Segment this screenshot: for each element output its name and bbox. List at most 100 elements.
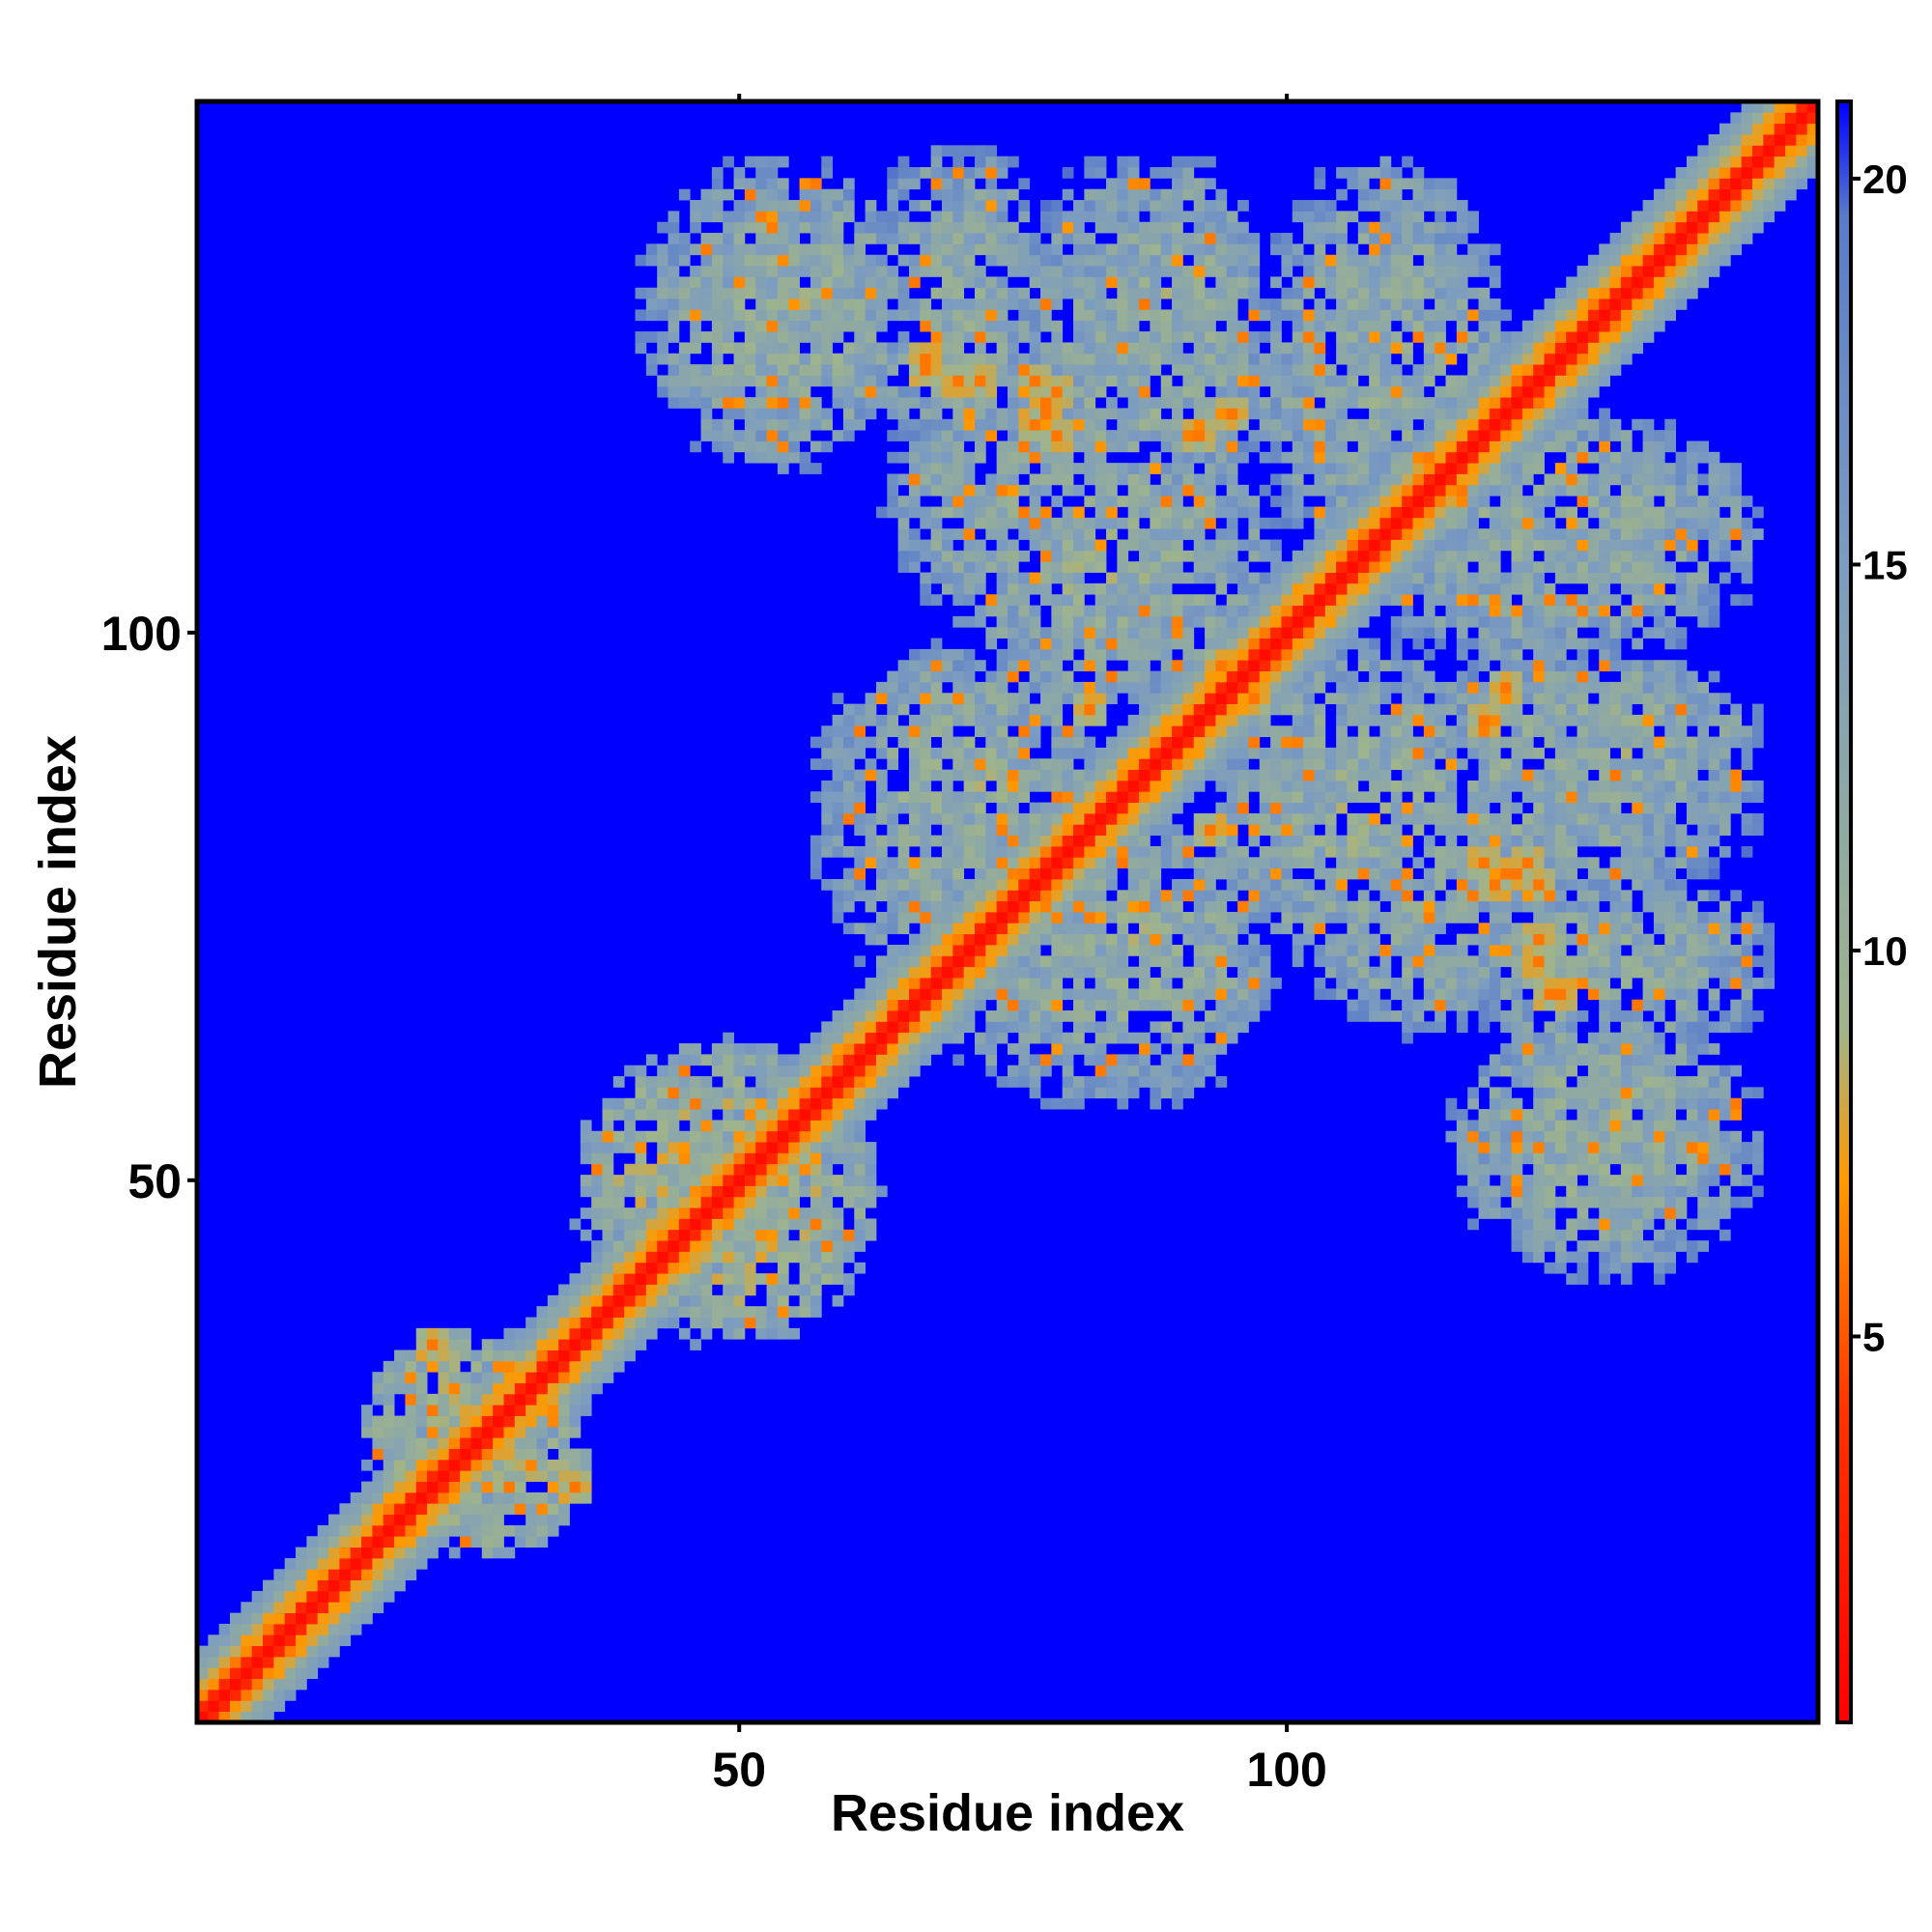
heatmap-cell xyxy=(635,1076,647,1088)
heatmap-cell xyxy=(1544,857,1556,869)
heatmap-cell xyxy=(1489,1097,1501,1110)
heatmap-cell xyxy=(1281,681,1293,694)
heatmap-cell xyxy=(1599,550,1610,562)
heatmap-cell xyxy=(1402,693,1413,704)
heatmap-cell xyxy=(1062,857,1074,869)
heatmap-cell xyxy=(941,845,953,858)
heatmap-cell xyxy=(908,835,921,847)
heatmap-cell xyxy=(460,1437,471,1449)
heatmap-cell xyxy=(1094,627,1107,639)
heatmap-cell xyxy=(1018,693,1031,704)
heatmap-cell xyxy=(733,1142,746,1153)
heatmap-cell xyxy=(1172,594,1183,606)
heatmap-cell xyxy=(723,1142,734,1153)
heatmap-cell xyxy=(1741,736,1753,749)
heatmap-cell xyxy=(996,714,1009,726)
heatmap-cell xyxy=(1686,923,1698,935)
heatmap-cell xyxy=(854,845,867,858)
heatmap-cell xyxy=(1620,550,1633,562)
heatmap-cell xyxy=(1632,1185,1643,1198)
heatmap-cell xyxy=(1172,890,1183,902)
heatmap-cell xyxy=(1697,1032,1710,1044)
heatmap-cell xyxy=(361,1547,373,1559)
heatmap-cell xyxy=(1642,824,1655,837)
heatmap-cell xyxy=(854,1109,867,1121)
heatmap-cell xyxy=(1632,780,1643,792)
heatmap-cell xyxy=(1390,890,1403,902)
heatmap-cell xyxy=(1554,736,1567,749)
heatmap-cell xyxy=(974,615,986,628)
heatmap-cell xyxy=(1150,1097,1162,1110)
heatmap-cell xyxy=(493,1481,504,1493)
heatmap-cell xyxy=(810,1032,822,1044)
heatmap-cell xyxy=(1489,1054,1501,1066)
heatmap-cell xyxy=(854,1076,867,1088)
heatmap-cell xyxy=(372,1437,384,1449)
heatmap-cell xyxy=(1215,582,1228,595)
heatmap-cell xyxy=(493,1514,504,1526)
heatmap-cell xyxy=(1708,1152,1720,1165)
heatmap-cell xyxy=(1577,1130,1589,1143)
heatmap-cell xyxy=(930,561,943,573)
heatmap-cell xyxy=(1554,966,1567,979)
heatmap-cell xyxy=(854,867,867,880)
heatmap-cell xyxy=(1347,693,1359,704)
heatmap-cell xyxy=(810,1175,822,1186)
heatmap-cell xyxy=(1587,758,1600,771)
heatmap-cell xyxy=(908,681,921,694)
heatmap-cell xyxy=(668,1142,680,1153)
heatmap-cell xyxy=(1281,857,1293,869)
heatmap-cell xyxy=(897,978,910,989)
heatmap-cell xyxy=(427,1405,439,1416)
heatmap-cell xyxy=(481,1382,494,1395)
heatmap-cell xyxy=(1642,1175,1655,1186)
heatmap-cell xyxy=(1226,923,1238,935)
heatmap-cell xyxy=(1599,824,1610,837)
heatmap-cell xyxy=(1741,923,1753,935)
heatmap-cell xyxy=(952,878,965,891)
heatmap-cell xyxy=(755,1229,767,1241)
heatmap-cell xyxy=(1456,561,1468,573)
heatmap-cell xyxy=(897,890,910,902)
heatmap-cell xyxy=(1314,660,1326,671)
heatmap-cell xyxy=(1303,561,1315,573)
heatmap-cell xyxy=(821,1218,833,1231)
heatmap-cell xyxy=(821,791,833,804)
heatmap-cell xyxy=(1160,736,1173,749)
heatmap-cell xyxy=(1577,900,1589,913)
heatmap-cell xyxy=(920,670,932,683)
heatmap-cell xyxy=(1073,857,1085,869)
heatmap-cell xyxy=(920,900,932,913)
heatmap-cell xyxy=(1281,638,1293,650)
heatmap-cell xyxy=(985,747,998,759)
heatmap-cell xyxy=(1073,923,1085,935)
heatmap-cell xyxy=(930,802,943,814)
heatmap-cell xyxy=(1609,912,1622,923)
heatmap-cell xyxy=(920,824,932,837)
heatmap-cell xyxy=(1292,550,1304,562)
heatmap-cell xyxy=(1139,1065,1151,1077)
heatmap-cell xyxy=(612,1097,625,1110)
heatmap-cell xyxy=(1533,1043,1545,1055)
heatmap-cell xyxy=(1402,802,1413,814)
heatmap-cell xyxy=(1062,758,1074,771)
heatmap-cell xyxy=(996,923,1009,935)
heatmap-cell xyxy=(602,1350,614,1362)
heatmap-cell xyxy=(996,561,1009,573)
heatmap-cell xyxy=(1511,1097,1523,1110)
heatmap-cell xyxy=(1281,627,1293,639)
heatmap-cell xyxy=(711,1229,724,1241)
heatmap-cell xyxy=(744,1208,756,1219)
heatmap-cell xyxy=(1544,802,1556,814)
heatmap-cell xyxy=(1357,703,1370,716)
heatmap-cell xyxy=(1521,1185,1534,1198)
heatmap-cell xyxy=(1150,594,1162,606)
heatmap-cell xyxy=(1193,703,1206,716)
heatmap-cell xyxy=(711,1142,724,1153)
heatmap-cell xyxy=(350,1569,362,1581)
heatmap-cell xyxy=(1062,725,1074,737)
heatmap-cell xyxy=(810,1229,822,1241)
heatmap-cell xyxy=(1390,550,1403,562)
heatmap-cell xyxy=(963,988,976,1001)
heatmap-cell xyxy=(941,550,953,562)
